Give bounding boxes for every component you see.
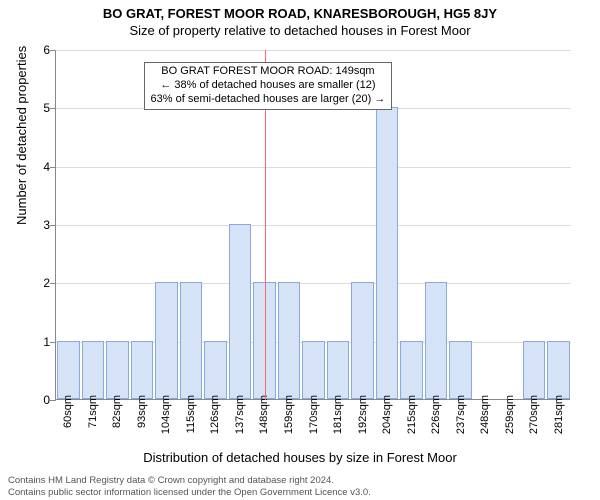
y-tick-label: 5 bbox=[34, 101, 50, 115]
x-tick-label: 192sqm bbox=[357, 395, 369, 434]
chart-title: BO GRAT, FOREST MOOR ROAD, KNARESBOROUGH… bbox=[0, 0, 600, 21]
footer-line1: Contains HM Land Registry data © Crown c… bbox=[8, 475, 371, 486]
annotation-line: BO GRAT FOREST MOOR ROAD: 149sqm bbox=[151, 65, 386, 79]
x-tick-label: 60sqm bbox=[62, 395, 74, 428]
y-tick-label: 0 bbox=[34, 393, 50, 407]
x-tick-label: 93sqm bbox=[136, 395, 148, 428]
bar bbox=[106, 341, 129, 399]
y-tick-label: 3 bbox=[34, 218, 50, 232]
bar bbox=[400, 341, 423, 399]
bar bbox=[547, 341, 570, 399]
x-tick-label: 237sqm bbox=[455, 395, 467, 434]
x-tick-label: 215sqm bbox=[406, 395, 418, 434]
x-tick-label: 170sqm bbox=[308, 395, 320, 434]
x-tick-label: 248sqm bbox=[479, 395, 491, 434]
annotation-line: 63% of semi-detached houses are larger (… bbox=[151, 93, 386, 107]
footer-attribution: Contains HM Land Registry data © Crown c… bbox=[8, 475, 371, 498]
chart-subtitle: Size of property relative to detached ho… bbox=[0, 21, 600, 38]
bar bbox=[376, 107, 399, 399]
y-tick bbox=[50, 342, 56, 343]
y-tick bbox=[50, 167, 56, 168]
bar bbox=[82, 341, 105, 399]
bar bbox=[449, 341, 472, 399]
plot-region: 012345660sqm71sqm82sqm93sqm104sqm115sqm1… bbox=[55, 50, 570, 400]
footer-line2: Contains public sector information licen… bbox=[8, 487, 371, 498]
x-tick-label: 104sqm bbox=[160, 395, 172, 434]
y-tick bbox=[50, 283, 56, 284]
x-tick-label: 226sqm bbox=[430, 395, 442, 434]
gridline bbox=[56, 167, 571, 168]
chart-area: 012345660sqm71sqm82sqm93sqm104sqm115sqm1… bbox=[55, 50, 570, 400]
y-tick bbox=[50, 108, 56, 109]
x-tick-label: 281sqm bbox=[553, 395, 565, 434]
bar bbox=[131, 341, 154, 399]
y-tick-label: 1 bbox=[34, 335, 50, 349]
y-tick-label: 2 bbox=[34, 276, 50, 290]
bar bbox=[180, 282, 203, 399]
bar bbox=[425, 282, 448, 399]
bar bbox=[57, 341, 80, 399]
bar bbox=[204, 341, 227, 399]
y-axis-label: Number of detached properties bbox=[14, 46, 29, 225]
y-tick-label: 6 bbox=[34, 43, 50, 57]
bar bbox=[302, 341, 325, 399]
x-tick-label: 204sqm bbox=[381, 395, 393, 434]
x-tick-label: 270sqm bbox=[528, 395, 540, 434]
gridline bbox=[56, 50, 571, 51]
annotation-box: BO GRAT FOREST MOOR ROAD: 149sqm← 38% of… bbox=[144, 62, 393, 109]
x-tick-label: 181sqm bbox=[332, 395, 344, 434]
chart-container: BO GRAT, FOREST MOOR ROAD, KNARESBOROUGH… bbox=[0, 0, 600, 500]
x-tick-label: 115sqm bbox=[185, 395, 197, 433]
bar bbox=[155, 282, 178, 399]
y-tick bbox=[50, 225, 56, 226]
x-tick-label: 71sqm bbox=[87, 395, 99, 428]
annotation-line: ← 38% of detached houses are smaller (12… bbox=[151, 79, 386, 93]
x-tick-label: 82sqm bbox=[111, 395, 123, 428]
bar bbox=[351, 282, 374, 399]
bar bbox=[278, 282, 301, 399]
x-tick-label: 159sqm bbox=[283, 395, 295, 434]
y-tick bbox=[50, 400, 56, 401]
y-tick-label: 4 bbox=[34, 160, 50, 174]
bar bbox=[229, 224, 252, 399]
x-tick-label: 148sqm bbox=[258, 395, 270, 434]
x-tick-label: 126sqm bbox=[209, 395, 221, 434]
gridline bbox=[56, 283, 571, 284]
bar bbox=[327, 341, 350, 399]
x-tick-label: 137sqm bbox=[234, 395, 246, 434]
bar bbox=[523, 341, 546, 399]
gridline bbox=[56, 225, 571, 226]
x-tick-label: 259sqm bbox=[504, 395, 516, 434]
y-tick bbox=[50, 50, 56, 51]
x-axis-label: Distribution of detached houses by size … bbox=[0, 450, 600, 465]
